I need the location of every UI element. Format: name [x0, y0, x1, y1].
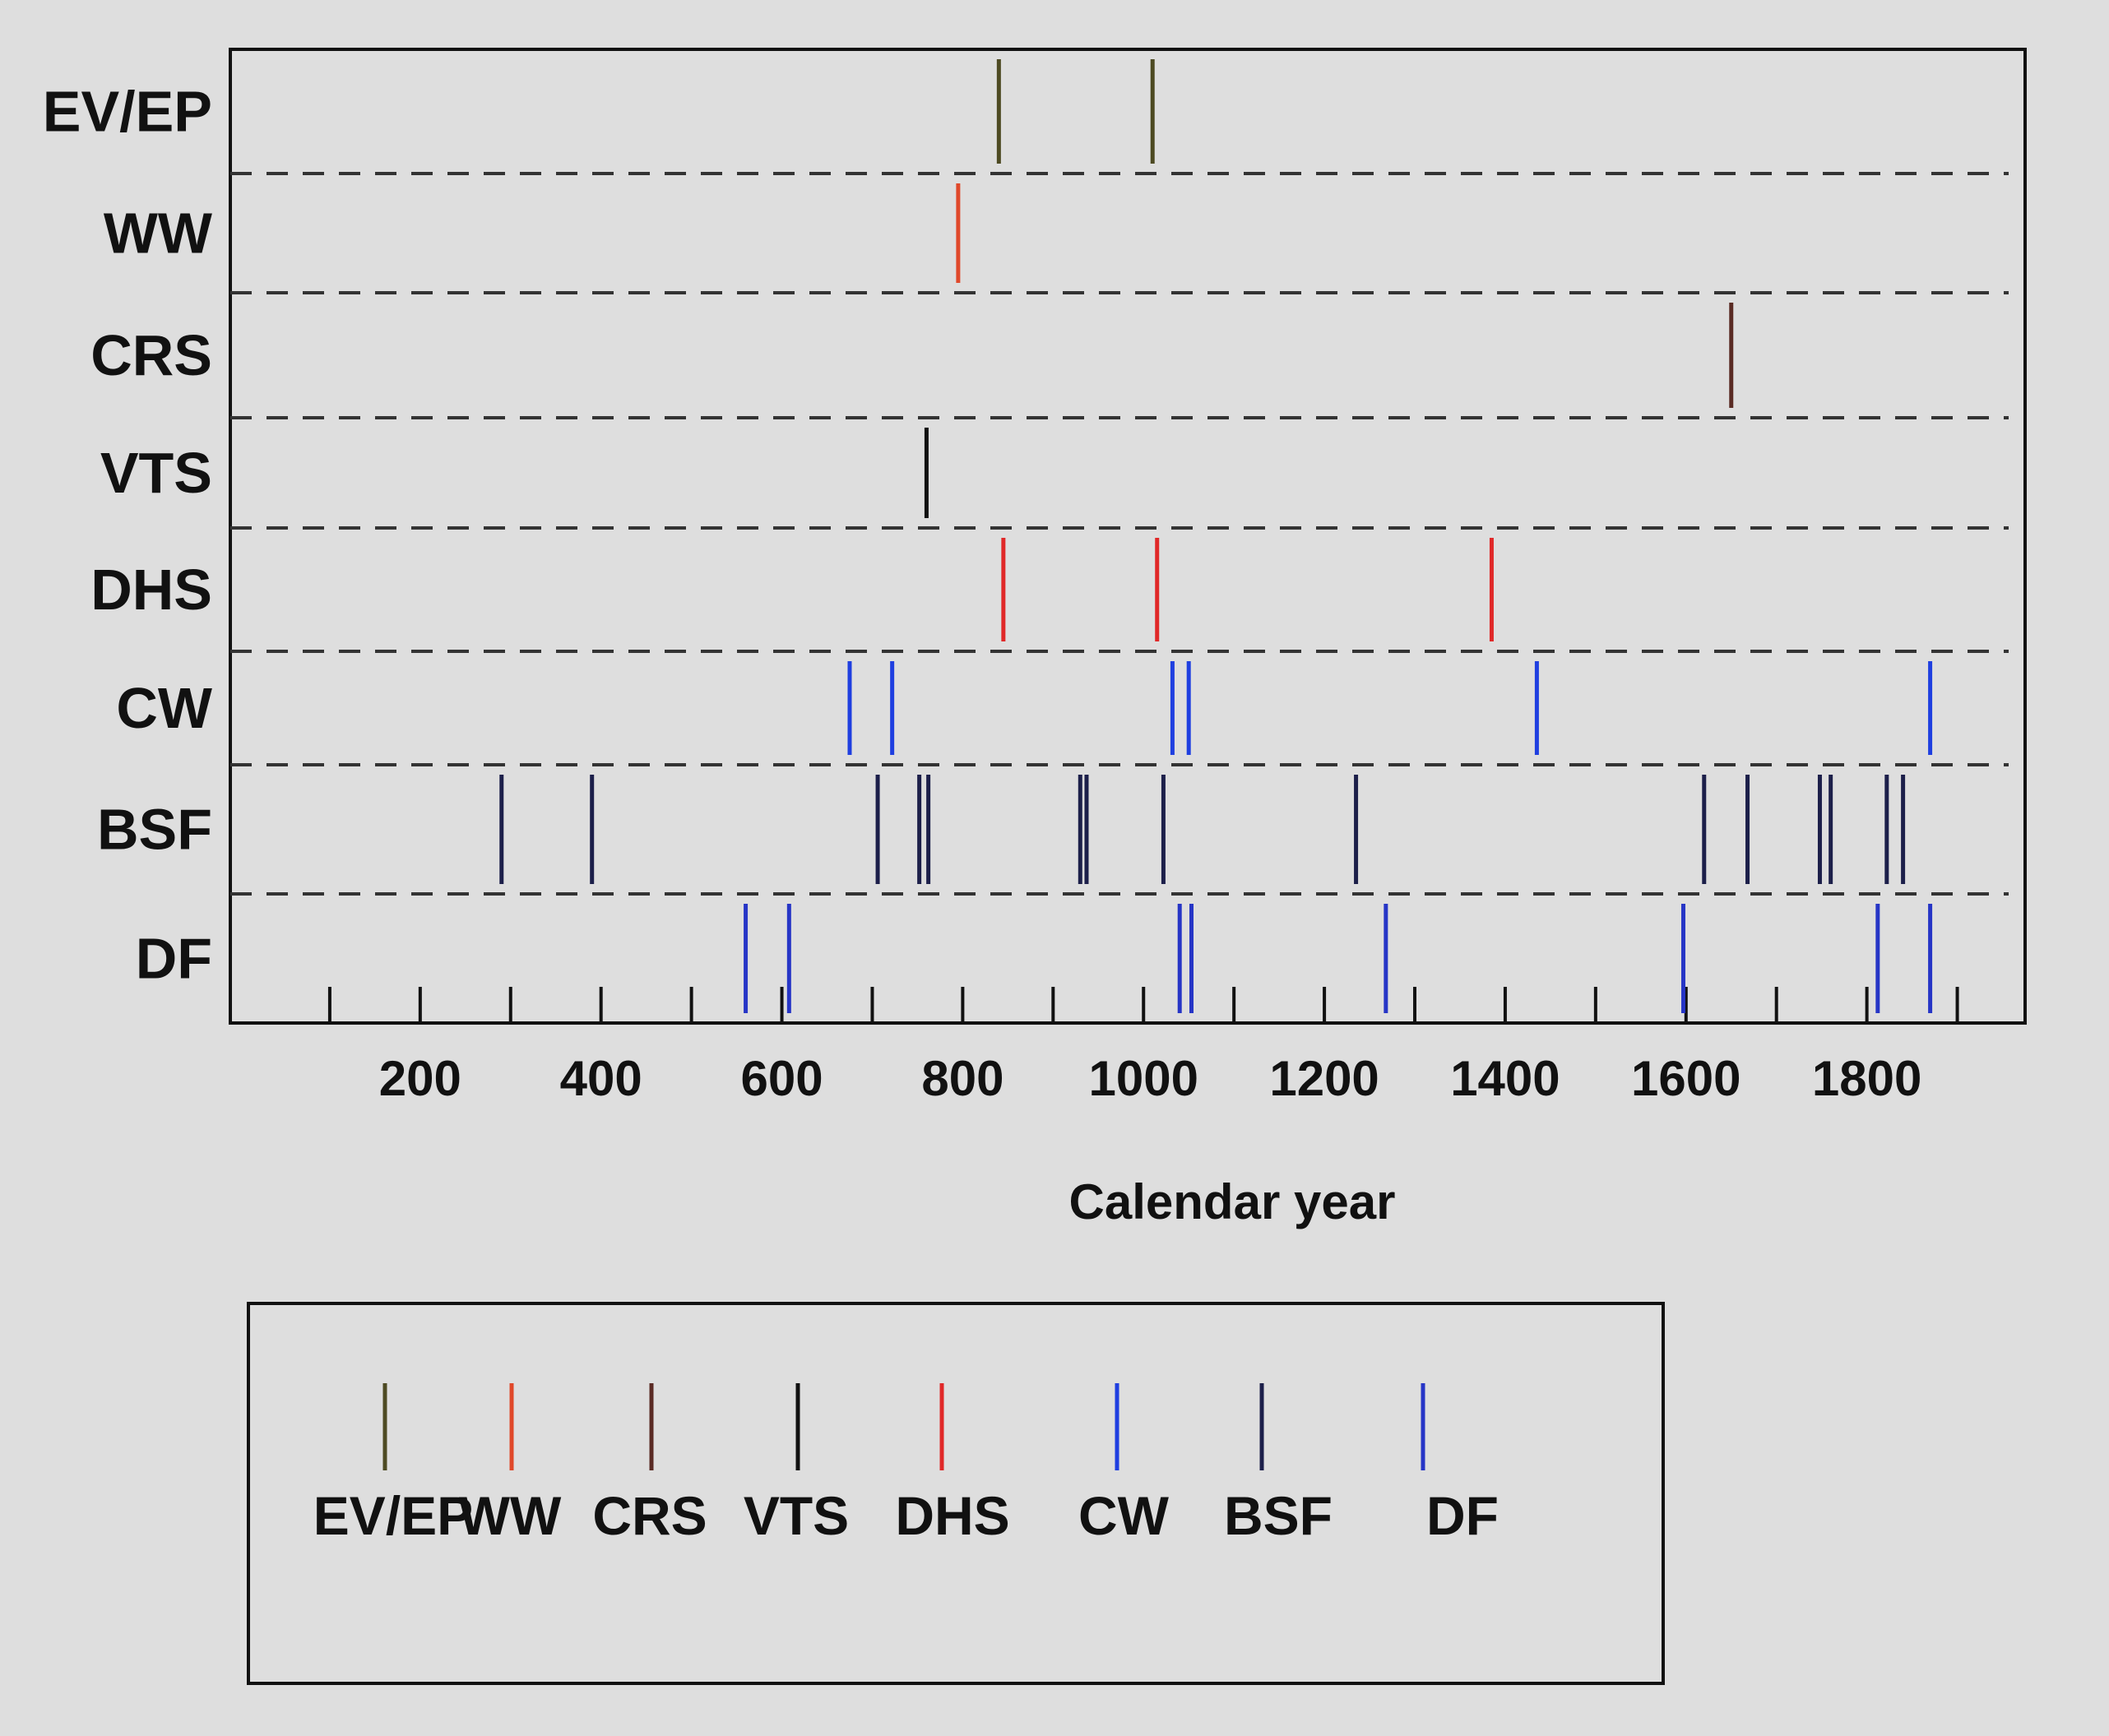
legend-label: DHS	[895, 1485, 1009, 1546]
row-label: DHS	[90, 558, 212, 622]
x-tick-label: 600	[740, 1051, 823, 1106]
plot-frame	[229, 48, 2027, 1025]
row-label: BSF	[97, 798, 212, 862]
x-tick-label: 400	[560, 1051, 642, 1106]
legend-label: CW	[1078, 1485, 1170, 1546]
x-tick-label: 800	[921, 1051, 1004, 1106]
row-label: CW	[116, 676, 212, 740]
row-label: VTS	[100, 441, 212, 505]
x-tick-label: 1200	[1269, 1051, 1379, 1106]
legend-label: CRS	[592, 1485, 707, 1546]
x-tick-label: 1400	[1450, 1051, 1560, 1106]
plot-area: EV/EP WW CRS VTS DHS CW BSF DF 200 400 600 800 1000 1…	[43, 48, 2027, 1229]
row-label: CRS	[90, 323, 212, 387]
row-label: WW	[104, 201, 212, 266]
legend-box	[247, 1302, 1665, 1685]
legend-label: BSF	[1224, 1485, 1333, 1546]
x-tick-label: 200	[379, 1051, 461, 1106]
x-tick-label: 1000	[1088, 1051, 1198, 1106]
x-tick-label: 1800	[1812, 1051, 1921, 1106]
legend-label: VTS	[744, 1485, 849, 1546]
row-label: DF	[136, 927, 212, 991]
legend-label: EV/EP	[313, 1485, 473, 1546]
legend-label: DF	[1426, 1485, 1499, 1546]
x-axis-label: Calendar year	[1069, 1174, 1396, 1229]
x-tick-label: 1600	[1631, 1051, 1741, 1106]
legend-label: WW	[459, 1485, 562, 1546]
row-label: EV/EP	[43, 80, 212, 144]
